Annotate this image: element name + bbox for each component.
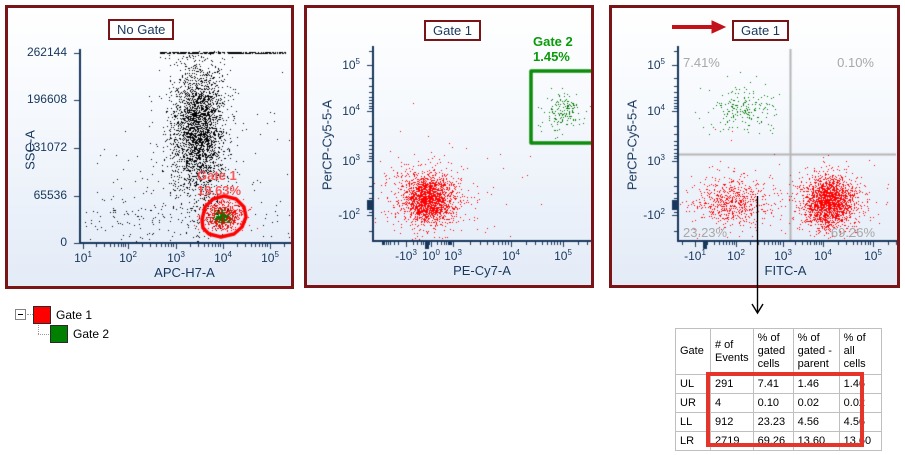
x-tick-label: 105 — [261, 250, 279, 265]
gate-label: Gate 2 1.45% — [533, 34, 573, 64]
stat-value-cell: 4.56 — [792, 412, 840, 432]
y-axis-title: PerCP-Cy5-5-A — [624, 99, 640, 191]
quadrant-percent-label: 7.41% — [683, 55, 720, 70]
table-pointer-arrow — [751, 196, 764, 315]
statistics-table-header: Gate # of Events% of gated cells% of gate… — [675, 328, 882, 375]
stat-value-cell: 13.60 — [838, 431, 882, 451]
quadrant-name-cell: LR — [675, 431, 711, 451]
no-gate-plot-canvas[interactable] — [8, 8, 291, 286]
tree-item-gate2[interactable]: Gate 2 — [73, 327, 110, 341]
table-row: UR 4 0.10 0.02 0.02 — [675, 393, 882, 413]
stat-value-cell: 912 — [710, 412, 754, 432]
table-row: UL 291 7.41 1.46 1.46 — [675, 374, 882, 394]
stat-value-cell: 2719 — [710, 431, 754, 451]
y-tick-label: 103 — [342, 153, 360, 168]
table-header-cell: % of gated - parent — [792, 328, 840, 375]
tree-item-gate1[interactable]: Gate 1 — [56, 308, 93, 322]
y-tick-label: 105 — [342, 57, 360, 72]
x-tick-label: 103 — [444, 248, 462, 263]
table-row: LR 2719 69.26 13.60 13.60 — [675, 431, 882, 451]
gate-flow-arrow-icon — [672, 20, 727, 34]
x-tick-label: 104 — [502, 248, 520, 263]
quadrant-percent-label: 69.26% — [830, 225, 875, 240]
stat-value-cell: 0.10 — [752, 393, 794, 413]
y-tick-label: 262144 — [26, 45, 67, 59]
y-axis-title: PerCP-Cy5-5-A — [319, 99, 335, 191]
y-tick-label: 104 — [342, 103, 360, 118]
y-tick-label: -102 — [338, 207, 360, 222]
quadrant-percent-label: 0.10% — [837, 55, 874, 70]
y-tick-label: 103 — [647, 153, 665, 168]
quadrant-percent-label: 23.23% — [683, 225, 728, 240]
stat-value-cell: 69.26 — [752, 431, 794, 451]
stat-value-cell: 1.46 — [838, 374, 882, 394]
stat-value-cell: 291 — [710, 374, 754, 394]
y-tick-label: 104 — [647, 103, 665, 118]
table-header-cell: # of Events — [710, 328, 754, 375]
x-tick-label: 105 — [554, 248, 572, 263]
stat-value-cell: 0.02 — [838, 393, 882, 413]
statistics-table-body: UL 291 7.41 1.46 1.46 UR 4 0.10 0.02 0.02 LL 912 23.… — [675, 374, 882, 451]
tree-connector — [38, 325, 39, 334]
x-axis-title: APC-H7-A — [154, 265, 215, 280]
stat-value-cell: 4 — [710, 393, 754, 413]
gate1-title-box[interactable]: Gate 1 — [424, 20, 482, 41]
x-tick-label: 103 — [774, 248, 792, 263]
x-tick-label: -101 — [684, 248, 706, 263]
table-header-cell: % of all cells — [838, 328, 882, 375]
tree-connector — [38, 334, 49, 335]
x-tick-label: 105 — [864, 248, 882, 263]
table-header-cell: % of gated cells — [752, 328, 794, 375]
stat-value-cell: 0.02 — [792, 393, 840, 413]
gate1-plot-canvas[interactable] — [307, 8, 591, 285]
tree-collapse-toggle[interactable] — [15, 309, 26, 320]
gate1-quadrant-title-box[interactable]: Gate 1 — [732, 20, 790, 41]
y-tick-label: 196608 — [26, 92, 67, 106]
x-tick-label: 104 — [814, 248, 832, 263]
y-tick-label: -102 — [643, 207, 665, 222]
statistics-table: Gate # of Events% of gated cells% of gate… — [675, 328, 882, 451]
quadrant-name-cell: UR — [675, 393, 711, 413]
dot-plot-panel-no-gate: No Gate SSC-A APC-H7-A 101 102 103 104 105 0 6… — [5, 5, 294, 289]
gate2-color-swatch[interactable] — [50, 325, 68, 343]
y-tick-label: 105 — [647, 57, 665, 72]
x-tick-label: 102 — [119, 250, 137, 265]
x-tick-label: 103 — [167, 250, 185, 265]
y-tick-label: 65536 — [33, 188, 67, 202]
dot-plot-panel-gate1: Gate 1 PerCP-Cy5-5-A PE-Cy7-A -103 100 103… — [304, 5, 594, 288]
y-tick-label: 0 — [60, 235, 67, 249]
plot-title: Gate 1 — [433, 23, 473, 38]
x-tick-label: 104 — [214, 250, 232, 265]
table-header-cell: Gate — [675, 328, 711, 375]
table-row: LL 912 23.23 4.56 4.56 — [675, 412, 882, 432]
dot-plot-panel-quadrants: Gate 1 PerCP-Cy5-5-A FITC-A -101 102 103 10… — [609, 5, 900, 288]
x-tick-label: 100 — [422, 248, 440, 263]
stat-value-cell: 13.60 — [792, 431, 840, 451]
tree-connector — [27, 314, 33, 315]
gate1-color-swatch[interactable] — [33, 306, 51, 324]
plot-title: No Gate — [117, 22, 166, 37]
no-gate-title-box[interactable]: No Gate — [108, 19, 175, 40]
stat-value-cell: 4.56 — [838, 412, 882, 432]
minus-icon — [18, 314, 23, 315]
x-axis-title: FITC-A — [764, 263, 807, 278]
quadrant-plot-canvas[interactable] — [612, 8, 897, 285]
stat-value-cell: 1.46 — [792, 374, 840, 394]
y-tick-label: 131072 — [26, 140, 67, 154]
gate-label: Gate 1 19.63% — [197, 168, 242, 198]
x-axis-title: PE-Cy7-A — [453, 263, 511, 278]
quadrant-name-cell: LL — [675, 412, 711, 432]
stat-value-cell: 7.41 — [752, 374, 794, 394]
x-tick-label: 101 — [74, 250, 92, 265]
x-tick-label: 102 — [727, 248, 745, 263]
stat-value-cell: 23.23 — [752, 412, 794, 432]
x-tick-label: -103 — [395, 248, 417, 263]
quadrant-name-cell: UL — [675, 374, 711, 394]
plot-title: Gate 1 — [741, 23, 781, 38]
